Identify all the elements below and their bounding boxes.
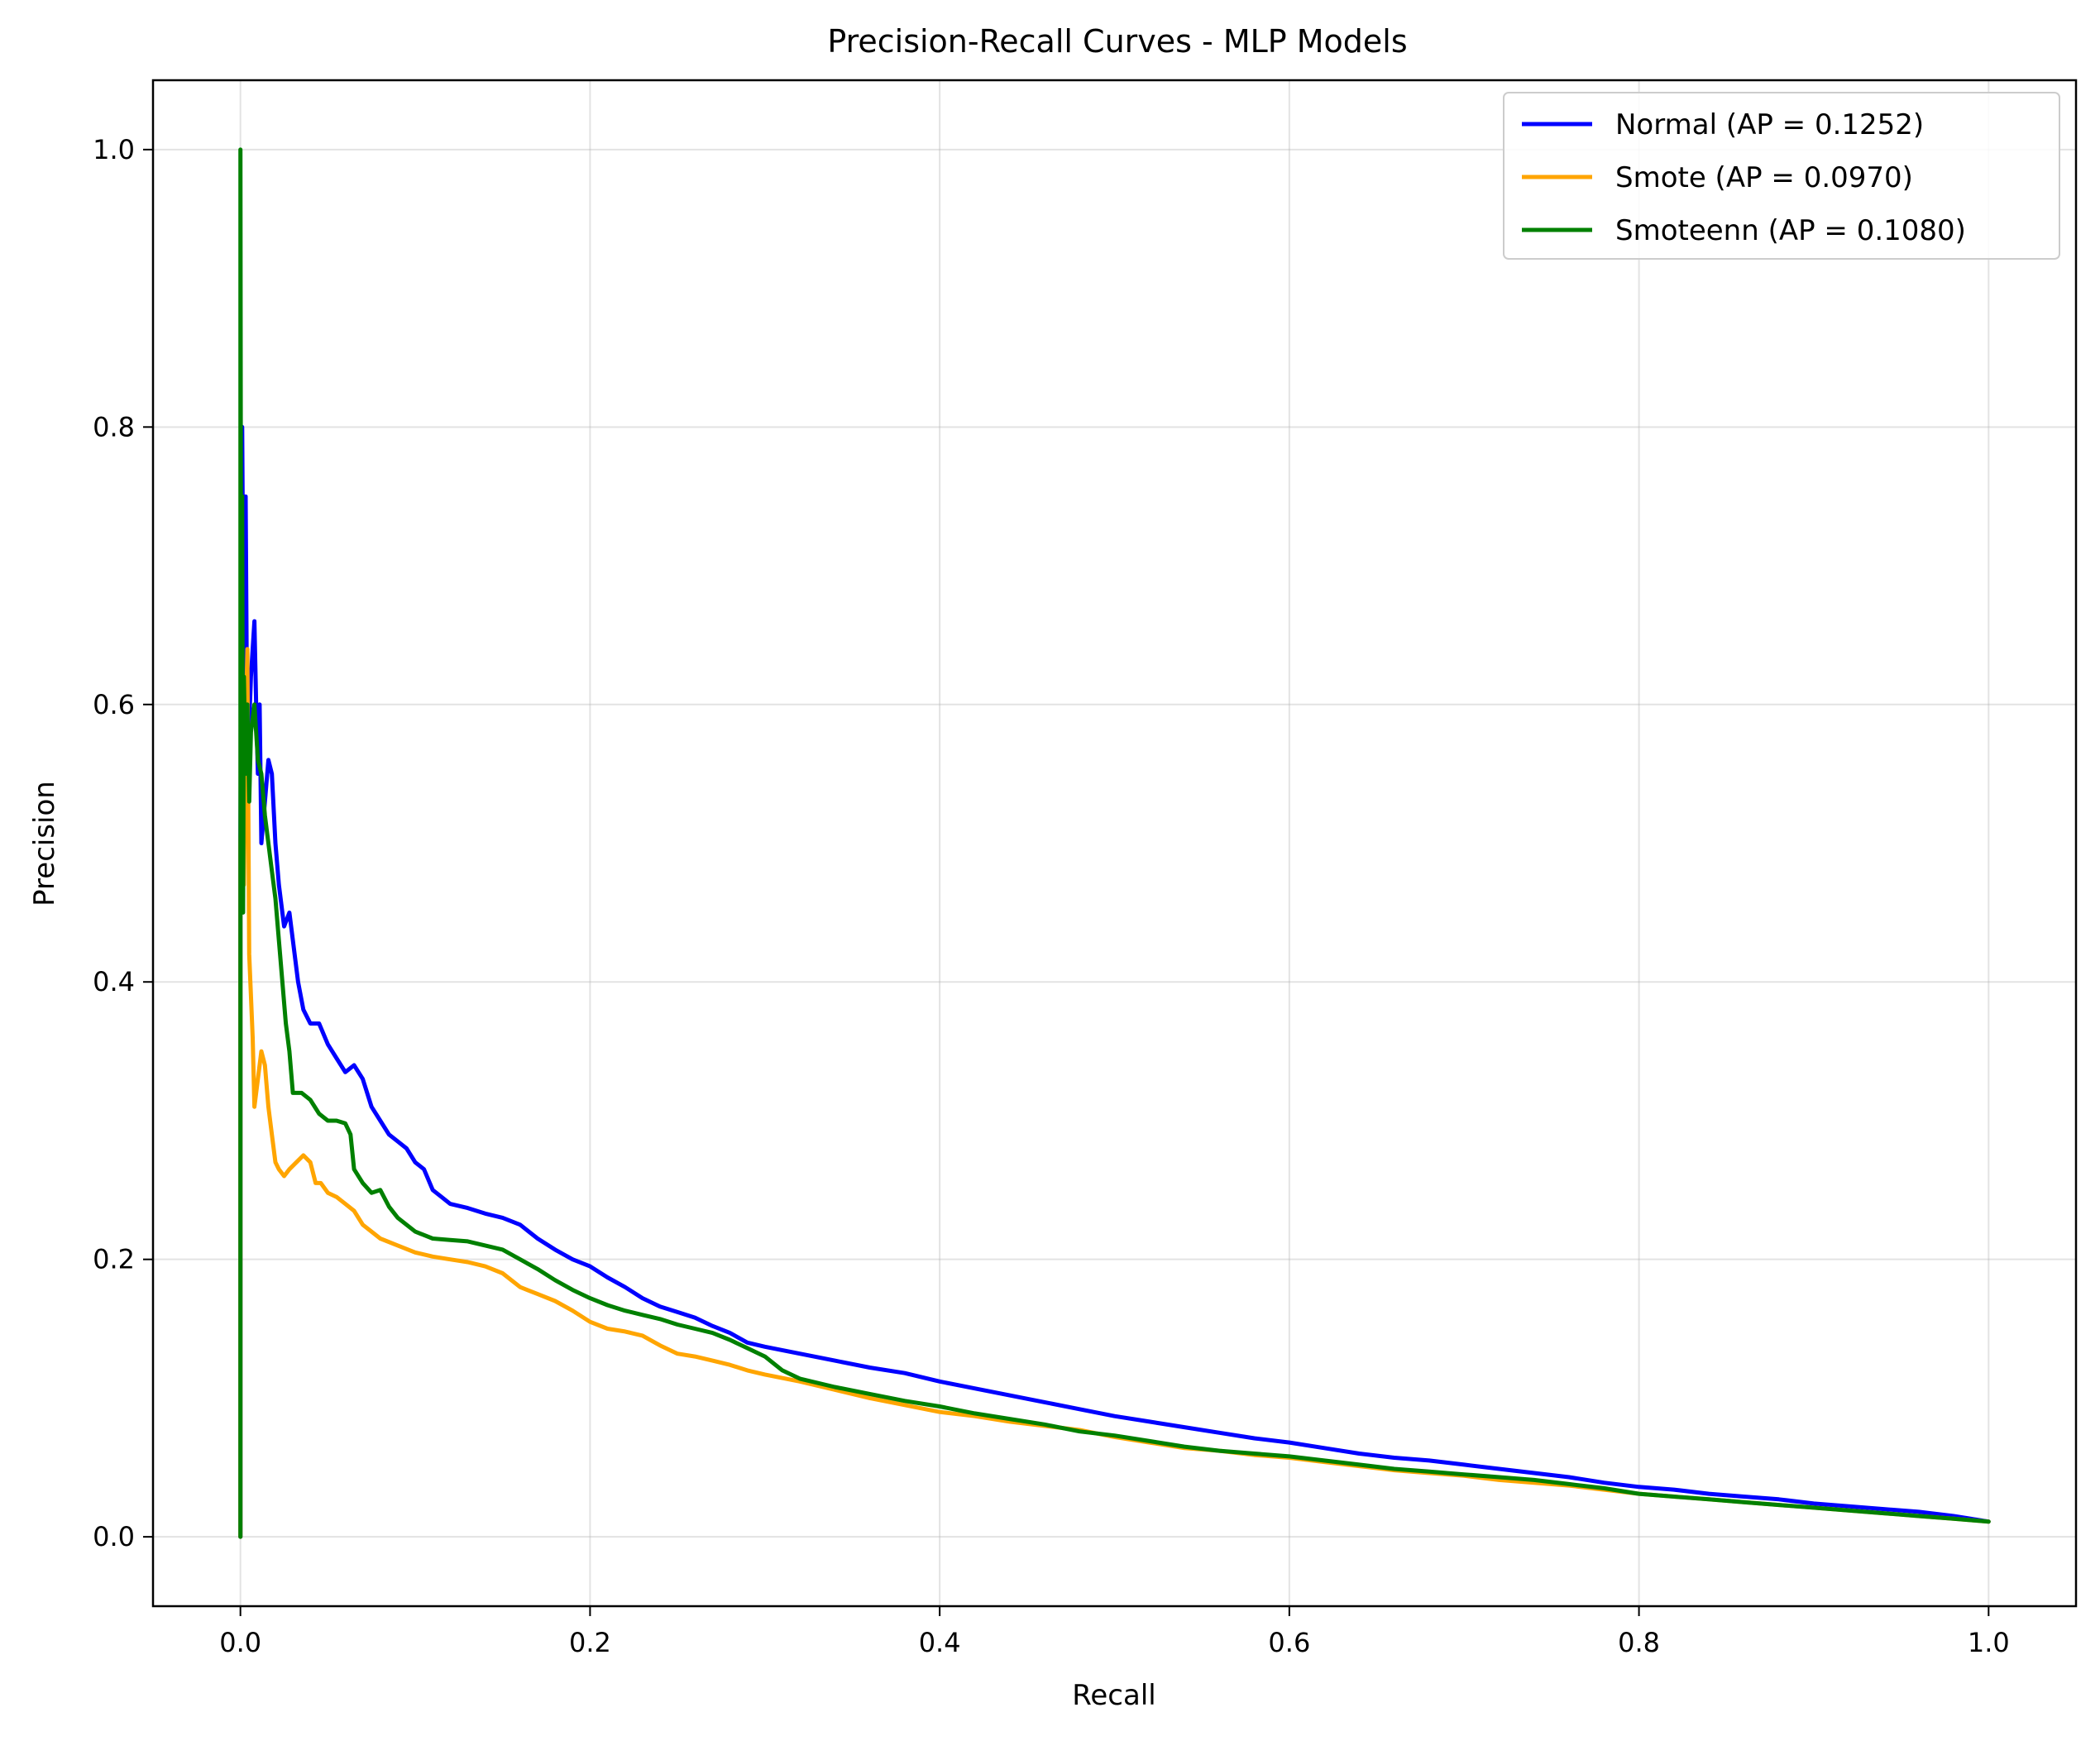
plot-frame xyxy=(151,79,2078,1608)
x-tick-label: 0.0 xyxy=(219,1627,261,1658)
y-tick-label: 0.4 xyxy=(93,966,135,997)
legend-label-smote: Smote (AP = 0.0970) xyxy=(1615,161,1913,194)
chart-title: Precision-Recall Curves - MLP Models xyxy=(827,23,1407,60)
series-line-normal xyxy=(238,424,1991,1539)
series-line-smoteenn xyxy=(238,147,1991,1539)
x-tick-label: 1.0 xyxy=(1968,1627,2010,1658)
y-axis-label: Precision xyxy=(28,781,61,906)
x-tick-label: 0.4 xyxy=(919,1627,961,1658)
y-tick-label: 0.0 xyxy=(93,1521,135,1552)
y-tick-label: 0.8 xyxy=(93,411,135,442)
y-tick-label: 0.2 xyxy=(93,1244,135,1275)
x-axis-ticks: 0.0 0.2 0.4 0.6 0.8 1.0 xyxy=(219,1606,2010,1658)
legend: Normal (AP = 0.1252) Smote (AP = 0.0970) S… xyxy=(1503,92,2060,260)
legend-label-normal: Normal (AP = 0.1252) xyxy=(1615,108,1924,141)
x-tick-label: 0.2 xyxy=(569,1627,611,1658)
x-tick-label: 0.6 xyxy=(1268,1627,1310,1658)
x-tick-label: 0.8 xyxy=(1618,1627,1660,1658)
y-tick-label: 1.0 xyxy=(93,134,135,165)
y-tick-label: 0.6 xyxy=(93,689,135,720)
series-layer xyxy=(238,147,1991,1539)
legend-items: Normal (AP = 0.1252) Smote (AP = 0.0970) S… xyxy=(1522,108,1966,247)
x-axis-label: Recall xyxy=(1072,1679,1155,1712)
legend-label-smoteenn: Smoteenn (AP = 0.1080) xyxy=(1615,214,1966,247)
legend-box xyxy=(1503,92,2060,260)
grid xyxy=(153,80,2076,1606)
y-axis-ticks: 0.0 0.2 0.4 0.6 0.8 1.0 xyxy=(93,134,153,1552)
